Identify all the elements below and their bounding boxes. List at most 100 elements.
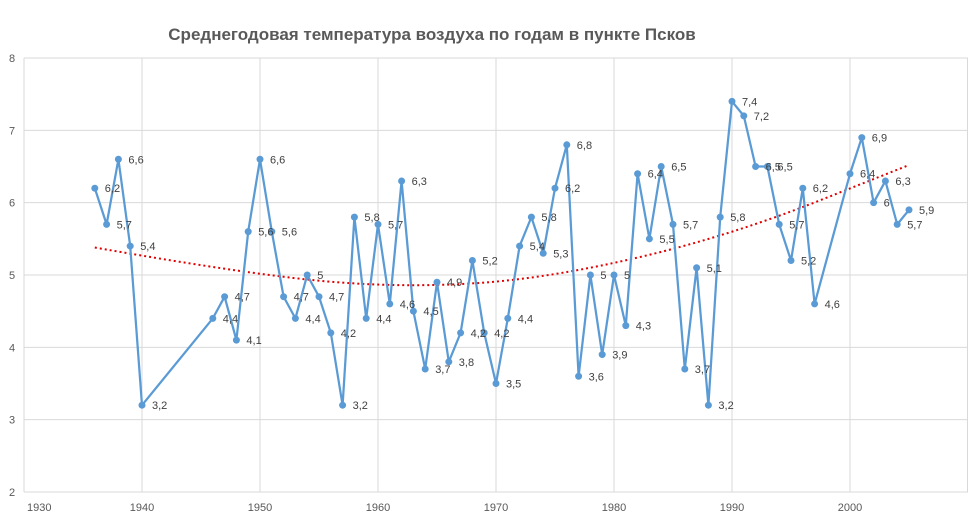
series-line — [93, 100, 910, 407]
data-point — [728, 97, 736, 105]
data-point — [126, 242, 134, 250]
data-label: 4,2 — [494, 328, 509, 340]
data-label: 4,4 — [376, 313, 391, 325]
data-label: 5,7 — [117, 219, 132, 231]
data-point — [634, 170, 642, 178]
trendline-layer — [94, 164, 910, 287]
data-label: 3,2 — [718, 400, 733, 412]
data-label: 5,8 — [541, 212, 556, 224]
data-point — [881, 177, 889, 185]
data-label: 3,7 — [695, 364, 710, 376]
data-point — [905, 206, 913, 214]
data-point — [704, 401, 712, 409]
data-point — [232, 336, 240, 344]
data-point — [870, 199, 878, 207]
data-label: 5,7 — [789, 219, 804, 231]
data-point — [268, 228, 276, 236]
data-label: 4,4 — [223, 313, 238, 325]
data-label: 6,6 — [270, 154, 285, 166]
data-point — [480, 329, 488, 337]
data-point — [362, 314, 370, 322]
data-label: 4,3 — [636, 321, 651, 333]
data-label: 4,7 — [329, 292, 344, 304]
data-label: 6,8 — [577, 140, 592, 152]
x-tick-label: 1980 — [602, 502, 626, 514]
chart-title: Среднегодовая температура воздуха по год… — [168, 25, 695, 44]
data-label: 4,7 — [235, 292, 250, 304]
data-label: 7,4 — [742, 96, 757, 108]
data-label: 6,9 — [872, 133, 887, 145]
y-axis-ticks: 2 3 4 5 6 7 8 — [9, 53, 15, 499]
data-point — [350, 213, 358, 221]
data-label: 3,2 — [353, 400, 368, 412]
data-point — [799, 184, 807, 192]
data-point — [315, 293, 323, 301]
data-label: 5,2 — [801, 256, 816, 268]
data-point — [421, 365, 429, 373]
data-label: 6,5 — [671, 162, 686, 174]
data-point — [457, 329, 465, 337]
data-label: 4,6 — [825, 299, 840, 311]
data-point — [858, 134, 866, 142]
data-point — [103, 220, 111, 228]
data-label: 5,5 — [659, 234, 674, 246]
data-point — [398, 177, 406, 185]
data-point — [445, 358, 453, 366]
data-label: 6 — [884, 198, 890, 210]
data-labels: 6,2 5,7 6,6 5,4 3,2 4,4 4,7 4,1 5,6 6,6 5,6 4,7 4,4 5… — [105, 96, 934, 412]
data-point — [575, 372, 583, 380]
data-label: 7,2 — [754, 111, 769, 123]
data-label: 6,2 — [105, 183, 120, 195]
data-point — [339, 401, 347, 409]
data-label: 4,7 — [294, 292, 309, 304]
data-label: 5,7 — [907, 219, 922, 231]
data-label: 6,2 — [813, 183, 828, 195]
data-label: 5,4 — [530, 241, 545, 253]
data-label: 5,4 — [140, 241, 155, 253]
data-label: 3,7 — [435, 364, 450, 376]
data-label: 5,6 — [258, 227, 273, 239]
data-label: 5 — [600, 270, 606, 282]
data-label: 3,6 — [589, 371, 604, 383]
data-label: 5,7 — [683, 219, 698, 231]
x-tick-label: 1960 — [366, 502, 390, 514]
x-tick-label: 1990 — [720, 502, 744, 514]
x-axis-ticks: 1930 1940 1950 1960 1970 1980 1990 2000 — [27, 502, 862, 514]
data-label: 4,9 — [447, 277, 462, 289]
data-label: 5,1 — [707, 263, 722, 275]
data-point — [716, 213, 724, 221]
data-point — [645, 235, 653, 243]
y-tick-label: 7 — [9, 125, 15, 137]
data-label: 4,2 — [471, 328, 486, 340]
x-tick-label: 1930 — [27, 502, 51, 514]
data-label: 3,9 — [612, 350, 627, 362]
data-label: 6,2 — [565, 183, 580, 195]
data-label: 4,5 — [423, 306, 438, 318]
data-point — [138, 401, 146, 409]
y-tick-label: 5 — [9, 270, 15, 282]
data-label: 4,4 — [518, 313, 533, 325]
y-tick-label: 2 — [9, 487, 15, 499]
data-point — [775, 220, 783, 228]
data-point — [244, 228, 252, 236]
gridlines — [23, 57, 968, 493]
data-point — [752, 163, 760, 170]
data-label: 5,6 — [282, 227, 297, 239]
x-tick-label: 1970 — [484, 502, 508, 514]
data-label: 6,5 — [777, 162, 792, 174]
data-label: 5,9 — [919, 205, 934, 217]
y-tick-label: 6 — [9, 198, 15, 210]
data-point — [303, 271, 311, 279]
data-point — [622, 322, 630, 330]
data-point — [893, 220, 901, 228]
data-label: 4,4 — [305, 313, 320, 325]
data-point — [409, 307, 417, 315]
data-label: 5,2 — [482, 256, 497, 268]
data-label: 6,3 — [412, 176, 427, 188]
data-point — [539, 249, 547, 257]
data-label: 5,3 — [553, 248, 568, 260]
data-point — [787, 257, 795, 265]
data-point — [504, 314, 512, 322]
